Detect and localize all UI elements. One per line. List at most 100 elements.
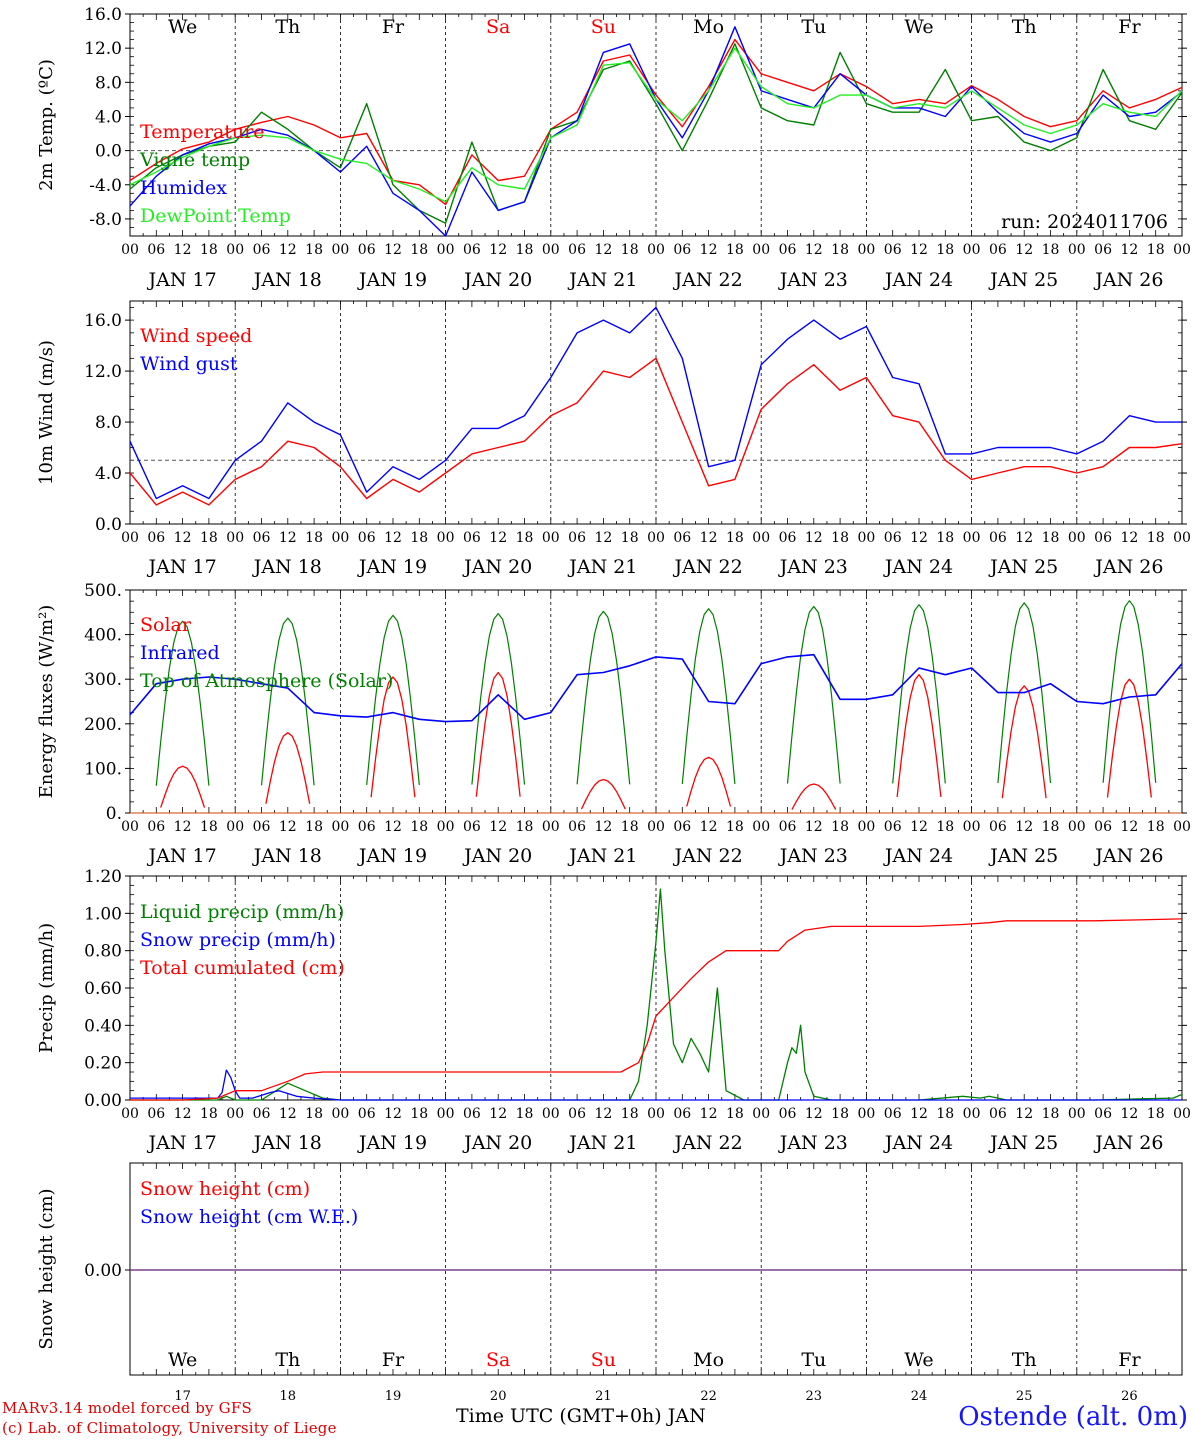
date-label: JAN 26 bbox=[1093, 845, 1163, 867]
hour-label: 06 bbox=[568, 819, 586, 835]
hour-label: 18 bbox=[410, 1106, 428, 1122]
date-label: JAN 25 bbox=[988, 556, 1058, 578]
weekday-label: Tu bbox=[801, 16, 826, 38]
hour-label: 12 bbox=[594, 242, 612, 258]
weekday-label: Th bbox=[275, 16, 300, 38]
weekday-label: Fr bbox=[382, 1349, 405, 1371]
hour-label: 00 bbox=[647, 242, 665, 258]
weekday-label: Su bbox=[591, 1349, 616, 1371]
date-label: JAN 19 bbox=[357, 845, 427, 867]
hour-label: 18 bbox=[1147, 819, 1165, 835]
series-line bbox=[129, 43, 1183, 224]
hour-label: 00 bbox=[1068, 242, 1086, 258]
hour-label: 18 bbox=[305, 1106, 323, 1122]
hour-label: 00 bbox=[752, 530, 770, 546]
legend-entry: Snow height (cm W.E.) bbox=[140, 1206, 358, 1228]
hour-label: 00 bbox=[857, 242, 875, 258]
hour-label: 06 bbox=[568, 1106, 586, 1122]
hour-label: 18 bbox=[305, 819, 323, 835]
hour-label: 00 bbox=[1173, 242, 1191, 258]
legend-entry: Wind speed bbox=[140, 325, 252, 347]
hour-label: 06 bbox=[779, 242, 797, 258]
hour-label: 06 bbox=[989, 530, 1007, 546]
hour-label: 06 bbox=[779, 1106, 797, 1122]
weekday-label: Mo bbox=[693, 1349, 724, 1371]
hour-label: 18 bbox=[410, 242, 428, 258]
hour-label: 18 bbox=[936, 530, 954, 546]
legend-entry: Top of Atmosphere (Solar) bbox=[140, 670, 393, 692]
y-tick-label: 100. bbox=[84, 759, 122, 779]
date-label: JAN 17 bbox=[147, 556, 217, 578]
hour-label: 06 bbox=[358, 1106, 376, 1122]
hour-label: 06 bbox=[1094, 1106, 1112, 1122]
hour-label: 00 bbox=[331, 530, 349, 546]
hour-label: 18 bbox=[936, 819, 954, 835]
date-label: JAN 23 bbox=[778, 269, 848, 291]
weekday-label: We bbox=[904, 1349, 933, 1371]
date-label: JAN 23 bbox=[778, 1132, 848, 1154]
hour-label: 00 bbox=[647, 1106, 665, 1122]
hour-label: 00 bbox=[331, 1106, 349, 1122]
date-label: JAN 26 bbox=[1093, 556, 1163, 578]
hour-label: 00 bbox=[752, 1106, 770, 1122]
date-label: JAN 19 bbox=[357, 1132, 427, 1154]
toa-solar-curve bbox=[471, 612, 526, 785]
y-tick-label: 16.0 bbox=[84, 5, 122, 25]
run-label: run: 2024011706 bbox=[1001, 211, 1168, 233]
toa-solar-curve bbox=[892, 604, 946, 784]
hour-label: 12 bbox=[594, 530, 612, 546]
hour-label: 00 bbox=[331, 819, 349, 835]
y-tick-label: 400. bbox=[84, 626, 122, 646]
hour-label: 18 bbox=[1042, 1106, 1060, 1122]
legend-entry: Temperature bbox=[140, 121, 264, 143]
day-number: 22 bbox=[700, 1389, 717, 1404]
toa-solar-curve bbox=[260, 617, 315, 786]
hour-label: 06 bbox=[673, 530, 691, 546]
date-label: JAN 18 bbox=[252, 269, 322, 291]
hour-label: 00 bbox=[1173, 819, 1191, 835]
hour-label: 18 bbox=[831, 1106, 849, 1122]
y-tick-label: 0.0 bbox=[95, 142, 122, 162]
hour-label: 18 bbox=[831, 530, 849, 546]
date-label: JAN 20 bbox=[462, 556, 532, 578]
hour-label: 00 bbox=[331, 242, 349, 258]
y-tick-label: 500. bbox=[84, 581, 122, 601]
hour-label: 18 bbox=[1042, 819, 1060, 835]
date-label: JAN 26 bbox=[1093, 1132, 1163, 1154]
hour-label: 00 bbox=[647, 819, 665, 835]
weekday-label: Fr bbox=[1118, 1349, 1141, 1371]
hour-label: 00 bbox=[857, 530, 875, 546]
hour-label: 06 bbox=[989, 242, 1007, 258]
date-label: JAN 25 bbox=[988, 269, 1058, 291]
y-tick-label: 16.0 bbox=[84, 311, 122, 331]
hour-label: 12 bbox=[279, 530, 297, 546]
y-axis-label: Energy fluxes (W/m²) bbox=[36, 605, 57, 799]
y-tick-label: 0.00 bbox=[84, 1091, 122, 1111]
hour-label: 18 bbox=[516, 242, 534, 258]
solar-curve bbox=[1001, 685, 1047, 799]
hour-label: 00 bbox=[437, 530, 455, 546]
solar-curve bbox=[1106, 678, 1152, 798]
weekday-label: Th bbox=[1012, 16, 1037, 38]
weekday-label: Fr bbox=[382, 16, 405, 38]
day-number: 20 bbox=[490, 1389, 507, 1404]
hour-label: 00 bbox=[752, 242, 770, 258]
legend-entry: Snow precip (mm/h) bbox=[140, 929, 336, 951]
hour-label: 12 bbox=[594, 1106, 612, 1122]
date-label: JAN 21 bbox=[567, 556, 637, 578]
hour-label: 00 bbox=[1068, 530, 1086, 546]
hour-label: 00 bbox=[542, 530, 560, 546]
hour-label: 12 bbox=[594, 819, 612, 835]
hour-label: 00 bbox=[752, 819, 770, 835]
toa-solar-curve bbox=[786, 605, 841, 784]
hour-label: 06 bbox=[568, 242, 586, 258]
hour-label: 00 bbox=[542, 819, 560, 835]
hour-label: 06 bbox=[884, 1106, 902, 1122]
toa-solar-curve bbox=[155, 620, 210, 786]
hour-label: 00 bbox=[963, 819, 981, 835]
hour-label: 18 bbox=[726, 242, 744, 258]
legend-entry: DewPoint Temp bbox=[140, 205, 291, 227]
y-tick-label: 0.60 bbox=[84, 979, 122, 999]
station-name: Ostende (alt. 0m) bbox=[958, 1402, 1188, 1432]
legend-entry: Liquid precip (mm/h) bbox=[140, 901, 344, 923]
